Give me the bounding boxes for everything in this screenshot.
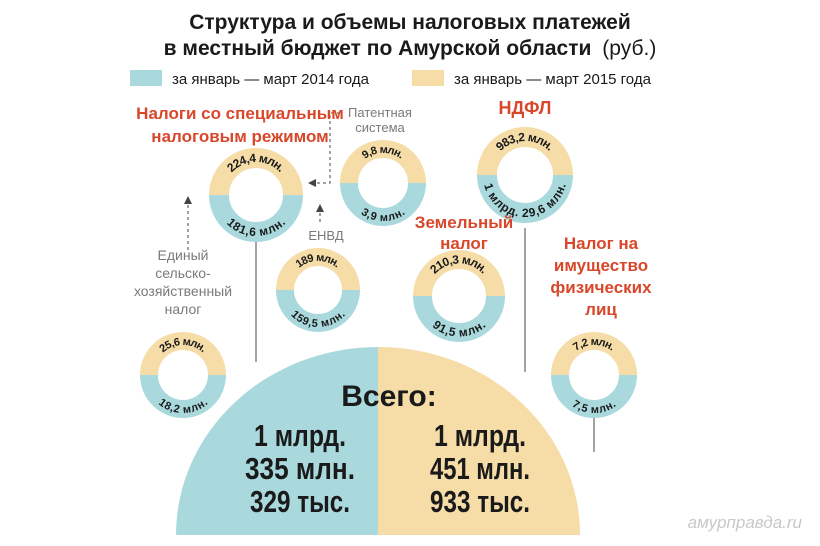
label-property-line: имущество	[554, 256, 648, 275]
total-2014-line2: 335 млн.	[245, 451, 355, 486]
ring-special-2015-value: 224,4 млн.	[224, 151, 288, 175]
ring-envd: 189 млн. 159,5 млн.	[276, 248, 360, 332]
legend-swatch-2014	[130, 70, 162, 86]
label-patent: Патентная система	[348, 105, 412, 135]
label-property-line: Налог на	[564, 234, 639, 253]
ring-property: 7,2 млн. 7,5 млн.	[551, 332, 637, 418]
ring-special-2014-value: 181,6 млн.	[224, 215, 288, 239]
ring-eshn-2015-arc	[140, 332, 226, 376]
connector-lines	[184, 112, 595, 452]
ring-envd-2015-arc	[276, 248, 360, 291]
label-property-line: лиц	[585, 300, 617, 319]
total-half-2015	[378, 347, 580, 535]
label-envd: ЕНВД	[308, 228, 343, 243]
ring-patent-2014-arc	[340, 182, 426, 226]
ring-patent-2015-arc	[340, 140, 426, 184]
label-land-line: налог	[440, 234, 488, 253]
ring-eshn-2014-arc	[140, 374, 226, 418]
ring-property-2014-value: 7,5 млн.	[570, 398, 618, 416]
ring-eshn-2014-value: 18,2 млн.	[156, 396, 210, 416]
ring-eshn: 25,6 млн. 18,2 млн.	[140, 332, 226, 418]
label-patent-line: Патентная	[348, 105, 412, 120]
legend-label-2014: за январь — март 2014 года	[172, 71, 370, 88]
label-property-line: физических	[550, 278, 652, 297]
ring-envd-2015-value: 189 млн.	[294, 252, 343, 271]
ring-patent-2014-value: 3,9 млн.	[359, 206, 407, 224]
ring-eshn-2015-value: 25,6 млн.	[157, 336, 208, 355]
total-2015-line2: 451 млн.	[430, 451, 530, 486]
ring-ndfl: 983,2 млн.1 млрд. 29,6 млн.	[477, 127, 573, 223]
label-land: Земельный налог	[415, 213, 513, 253]
labels-layer: Налоги со специальным налоговым режимом Па…	[134, 98, 652, 319]
ring-property-2015-arc	[551, 332, 637, 376]
ring-patent-2015-value: 9,8 млн.	[360, 144, 406, 162]
ring-property-2014-arc	[551, 374, 637, 418]
total-2014-line1: 1 млрд.	[254, 418, 346, 453]
label-land-line: Земельный	[415, 213, 513, 232]
total-2014-line3: 329 тыс.	[250, 484, 350, 519]
label-eshn-line: налог	[165, 301, 202, 317]
ring-land-2015-arc	[413, 250, 505, 297]
chart-title-line1: Структура и объемы налоговых платежей	[189, 11, 631, 34]
chart-title-unit: (руб.)	[602, 37, 656, 60]
ring-special: 224,4 млн. 181,6 млн.	[209, 148, 303, 242]
ring-land-2014-value: 91,5 млн.	[430, 318, 488, 340]
ring-special-2014-arc	[209, 194, 303, 242]
ring-ndfl-2014-arc	[477, 174, 573, 223]
ring-land: 210,3 млн.91,5 млн.	[413, 250, 505, 342]
label-eshn: Единый сельско-хозяйственный налог	[134, 247, 232, 317]
connector-patent-special	[308, 112, 340, 187]
total-block: Всего: 1 млрд. 335 млн. 329 тыс. 1 млрд.…	[176, 347, 580, 535]
ring-envd-2014-value: 159,5 млн.	[289, 308, 348, 330]
legend-label-2015: за январь — март 2015 года	[454, 71, 652, 88]
label-patent-line: система	[355, 120, 405, 135]
watermark: амурправда.ru	[688, 513, 803, 532]
label-ndfl-line: НДФЛ	[499, 98, 552, 118]
total-2015-line3: 933 тыс.	[430, 484, 530, 519]
chart-title-line2: в местный бюджет по Амурской области	[164, 37, 592, 60]
ring-ndfl-2015-arc	[477, 127, 573, 176]
label-eshn-line: Единый	[158, 247, 209, 263]
label-special-line: налоговым режимом	[151, 127, 328, 146]
ring-property-2015-value: 7,2 млн.	[571, 336, 617, 354]
ring-land-2014-arc	[413, 295, 505, 342]
ring-patent: 9,8 млн. 3,9 млн.	[340, 140, 426, 226]
total-half-2014	[176, 347, 378, 535]
label-special: Налоги со специальным налоговым режимом	[136, 104, 344, 146]
label-property: Налог на имущество физических лиц	[550, 234, 652, 319]
legend: за январь — март 2014 года за январь — м…	[130, 70, 652, 88]
legend-swatch-2015	[412, 70, 444, 86]
ring-ndfl-2015-value: 983,2 млн.	[493, 130, 557, 154]
label-eshn-line: хозяйственный	[134, 283, 232, 299]
label-ndfl: НДФЛ	[499, 98, 552, 118]
chart-title-line2-group: в местный бюджет по Амурской области (ру…	[164, 37, 657, 60]
label-envd-line: ЕНВД	[308, 228, 343, 243]
ring-special-2015-arc	[209, 148, 303, 196]
label-eshn-line: сельско-	[155, 265, 211, 281]
rings-layer: 224,4 млн. 181,6 млн. 9,8 млн. 3,9 млн. 983,…	[140, 127, 637, 418]
ring-envd-2014-arc	[276, 289, 360, 332]
total-2015-line1: 1 млрд.	[434, 418, 526, 453]
label-special-line: Налоги со специальным	[136, 104, 344, 123]
total-label: Всего:	[341, 380, 436, 413]
